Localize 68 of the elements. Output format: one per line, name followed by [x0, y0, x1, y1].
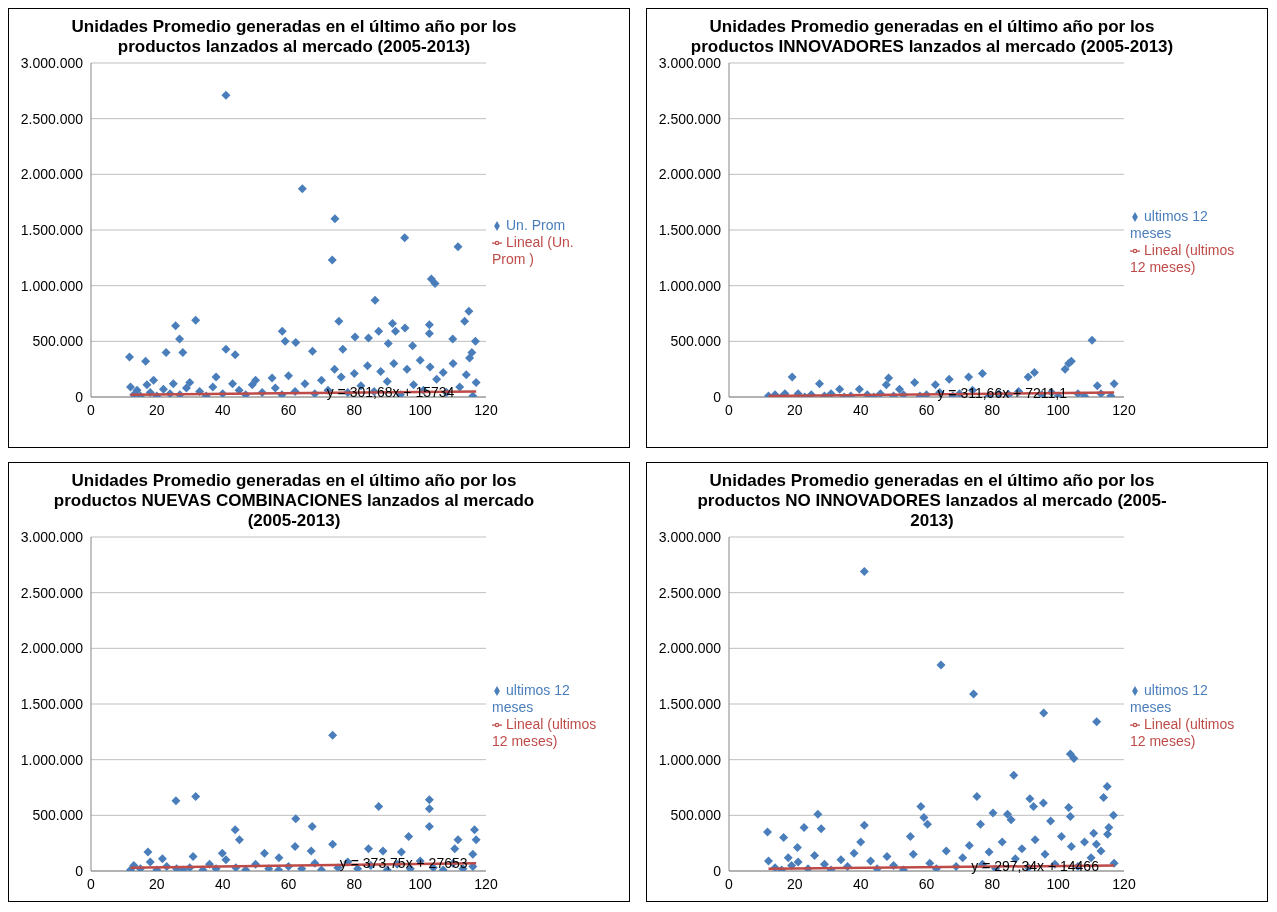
legend-label: Lineal (Un. Prom ) — [492, 233, 574, 267]
x-tick-label: 20 — [787, 875, 803, 892]
y-tick-label: 2.500.000 — [658, 110, 722, 127]
y-tick-label: 2.500.000 — [658, 584, 722, 601]
y-tick-label: 1.000.000 — [658, 277, 722, 294]
y-tick-label: 500.000 — [32, 807, 84, 824]
x-tick-label: 0 — [87, 875, 96, 892]
x-tick-label: 100 — [1046, 875, 1071, 892]
x-tick-label: 120 — [474, 875, 498, 892]
x-tick-label: 20 — [149, 875, 165, 892]
y-tick-label: 1.500.000 — [20, 221, 84, 238]
x-tick-label: 60 — [280, 401, 297, 418]
y-tick-label: 1.500.000 — [658, 695, 722, 712]
legend-label: ultimos 12 meses — [492, 682, 570, 715]
y-tick-label: 3.000.000 — [658, 54, 722, 71]
y-tick-label: 1.500.000 — [658, 221, 722, 238]
x-tick-label: 100 — [408, 401, 433, 418]
y-tick-label: 500.000 — [32, 333, 84, 350]
y-tick-label: 1.000.000 — [20, 751, 84, 768]
x-tick-label: 80 — [346, 401, 363, 418]
chart-title: Unidades Promedio generadas en el último año por los productos NO INNOVADORES lanzados al mercado (2005-2013) — [697, 471, 1167, 530]
legend-label: Lineal (ultimos 12 meses) — [1130, 242, 1235, 275]
y-tick-label: 0 — [75, 862, 84, 879]
legend-label: Lineal (ultimos 12 meses) — [1130, 716, 1235, 749]
x-tick-label: 20 — [149, 401, 165, 418]
x-tick-label: 40 — [852, 401, 869, 418]
y-tick-label: 1.000.000 — [20, 277, 84, 294]
y-tick-label: 2.000.000 — [658, 166, 722, 183]
x-tick-label: 0 — [725, 401, 734, 418]
x-tick-label: 80 — [984, 401, 1001, 418]
y-tick-label: 0 — [713, 388, 722, 405]
chart-title: Unidades Promedio generadas en el último año por los productos INNOVADORES lanzados al mercado (2005-2013) — [689, 17, 1175, 57]
x-tick-label: 60 — [918, 875, 935, 892]
y-tick-label: 3.000.000 — [20, 54, 84, 71]
y-tick-label: 0 — [75, 388, 84, 405]
y-tick-label: 500.000 — [670, 333, 722, 350]
x-tick-label: 60 — [280, 875, 297, 892]
legend-label: ultimos 12 meses — [1130, 682, 1208, 715]
x-tick-label: 40 — [214, 401, 231, 418]
legend-label: ultimos 12 meses — [1130, 208, 1208, 241]
x-tick-label: 80 — [346, 875, 363, 892]
x-tick-label: 120 — [1112, 401, 1136, 418]
legend-label: Lineal (ultimos 12 meses) — [492, 716, 597, 749]
chart-title: Unidades Promedio generadas en el último año por los productos NUEVAS COMBINACIONES lanzados al mercado (2005-2013) — [53, 471, 535, 530]
x-tick-label: 0 — [725, 875, 734, 892]
y-tick-label: 1.000.000 — [658, 751, 722, 768]
x-tick-label: 0 — [87, 401, 96, 418]
chart-title: Unidades Promedio generadas en el último año por los productos lanzados al mercado (2005-2013) — [71, 17, 517, 56]
x-tick-label: 120 — [474, 401, 498, 418]
y-tick-label: 2.000.000 — [20, 640, 84, 657]
x-tick-label: 60 — [918, 401, 935, 418]
y-tick-label: 3.000.000 — [658, 528, 722, 545]
x-tick-label: 100 — [1046, 401, 1071, 418]
x-tick-label: 120 — [1112, 875, 1136, 892]
y-tick-label: 3.000.000 — [20, 528, 84, 545]
y-tick-label: 2.000.000 — [20, 166, 84, 183]
x-tick-label: 20 — [787, 401, 803, 418]
x-tick-label: 40 — [214, 875, 231, 892]
y-tick-label: 2.500.000 — [20, 110, 84, 127]
x-tick-label: 80 — [984, 875, 1001, 892]
y-tick-label: 2.500.000 — [20, 584, 84, 601]
y-tick-label: 500.000 — [670, 807, 722, 824]
x-tick-label: 100 — [408, 875, 433, 892]
x-tick-label: 40 — [852, 875, 869, 892]
legend-label: Un. Prom — [506, 216, 566, 233]
y-tick-label: 0 — [713, 862, 722, 879]
y-tick-label: 2.000.000 — [658, 640, 722, 657]
y-tick-label: 1.500.000 — [20, 695, 84, 712]
